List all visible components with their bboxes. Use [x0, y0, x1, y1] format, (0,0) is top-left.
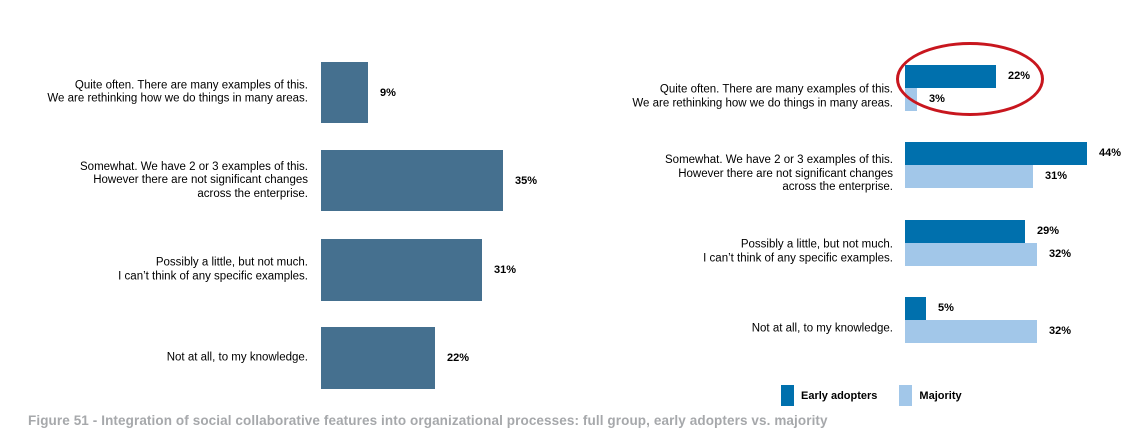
value-label: 32% [1049, 325, 1072, 337]
category-label: Possibly a little, but not much. I can’t… [703, 238, 893, 265]
legend: Early adopters Majority [781, 385, 962, 406]
legend-label-majority: Majority [919, 389, 962, 402]
legend-label-early-adopters: Early adopters [801, 389, 878, 402]
value-label: 44% [1099, 147, 1122, 159]
category-label: Somewhat. We have 2 or 3 examples of thi… [80, 160, 308, 200]
chart-row: Possibly a little, but not much. I can’t… [0, 239, 1137, 301]
value-label: 9% [380, 86, 396, 99]
category-label: Not at all, to my knowledge. [751, 322, 893, 335]
chart-row: Possibly a little, but not much. I can’t… [0, 220, 1137, 266]
value-label: 5% [938, 302, 954, 314]
value-label: 31% [494, 264, 517, 276]
bar-full-group [321, 150, 503, 211]
bar-majority [905, 165, 1033, 188]
category-label: Quite often. There are many examples of … [47, 79, 308, 105]
category-label: Possibly a little, but not much. I can’t… [118, 256, 308, 283]
chart-row: Quite often. There are many examples of … [0, 62, 1137, 123]
bar-early-adopters [905, 142, 1087, 165]
legend-swatch-majority [899, 385, 913, 406]
bar-early-adopters [905, 297, 926, 320]
chart-row: Somewhat. We have 2 or 3 examples of thi… [0, 150, 1137, 211]
bar-majority [905, 320, 1037, 343]
chart-row: Somewhat. We have 2 or 3 examples of thi… [0, 142, 1137, 193]
bar-majority [905, 243, 1037, 266]
bar-early-adopters [905, 220, 1025, 243]
value-label: 35% [515, 174, 538, 187]
chart-row: Not at all, to my knowledge. 22% [0, 327, 1137, 389]
value-label: 29% [1037, 225, 1060, 237]
category-label: Quite often. There are many examples of … [632, 83, 893, 110]
bar-full-group [321, 62, 368, 123]
category-label: Not at all, to my knowledge. [166, 351, 308, 364]
value-label: 22% [447, 352, 470, 364]
highlight-ellipse [896, 42, 1044, 116]
bar-full-group [321, 239, 482, 301]
value-label: 31% [1045, 170, 1068, 182]
figure-caption: Figure 51 - Integration of social collab… [28, 413, 828, 428]
legend-swatch-early-adopters [781, 385, 794, 406]
bar-full-group [321, 327, 435, 389]
category-label: Somewhat. We have 2 or 3 examples of thi… [665, 153, 893, 193]
chart-row: Not at all, to my knowledge. 5% 32% [0, 297, 1137, 343]
value-label: 32% [1049, 248, 1072, 260]
